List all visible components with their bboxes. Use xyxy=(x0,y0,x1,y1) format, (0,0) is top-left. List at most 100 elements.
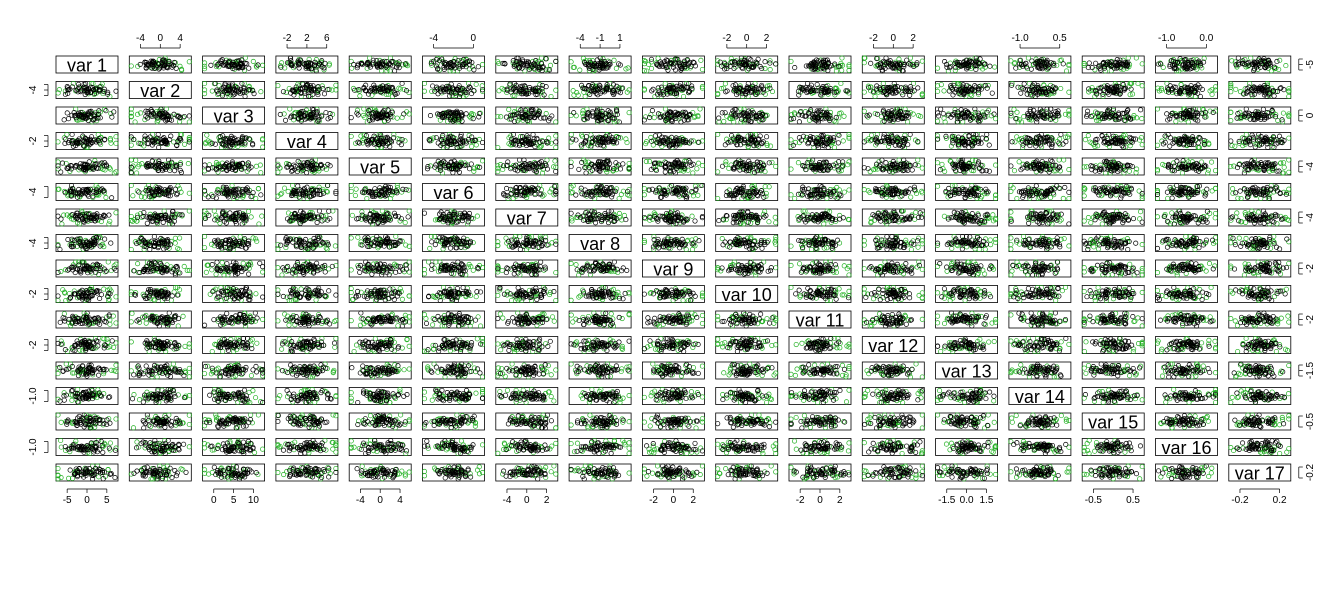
data-point-group-b xyxy=(861,60,867,66)
data-point-group-a xyxy=(943,61,950,67)
data-point-group-a xyxy=(803,63,809,69)
panel-3-5 xyxy=(348,106,412,125)
data-point-group-a xyxy=(968,59,974,65)
data-point-group-a xyxy=(396,59,402,65)
data-point-group-b xyxy=(982,64,988,70)
data-point-group-a xyxy=(218,58,224,64)
data-point-group-a xyxy=(539,67,545,73)
data-point-group-a xyxy=(954,59,960,65)
data-point-group-a xyxy=(811,61,817,67)
data-point-group-a xyxy=(442,59,448,66)
data-point-group-a xyxy=(719,63,725,69)
data-point-group-a xyxy=(236,65,242,71)
data-point-group-b xyxy=(613,65,619,71)
panel-2-17 xyxy=(1228,80,1292,100)
data-point-group-a xyxy=(836,63,842,70)
data-point-group-a xyxy=(977,56,983,62)
panel-3-17 xyxy=(1228,106,1292,125)
data-point-group-a xyxy=(948,64,954,70)
data-point-group-b xyxy=(1008,58,1014,64)
data-point-group-b xyxy=(202,60,208,66)
data-point-group-a xyxy=(972,63,979,69)
data-point-group-a xyxy=(679,65,685,72)
data-point-group-a xyxy=(607,59,613,65)
data-point-group-b xyxy=(833,68,839,74)
data-point-group-a xyxy=(143,60,149,66)
data-point-group-a xyxy=(965,64,971,70)
data-point-group-b xyxy=(348,58,354,64)
data-point-group-a xyxy=(818,66,824,72)
data-point-group-a xyxy=(475,64,481,70)
data-point-group-b xyxy=(644,68,650,74)
data-point-group-a xyxy=(584,62,590,68)
data-point-group-b xyxy=(186,59,192,65)
data-point-group-a xyxy=(219,58,225,64)
data-point-group-b xyxy=(839,55,845,61)
data-point-group-a xyxy=(722,66,728,72)
data-point-group-a xyxy=(300,60,306,66)
data-point-group-b xyxy=(128,63,134,69)
variable-label: var 1 xyxy=(67,56,107,76)
data-point-group-b xyxy=(387,55,394,61)
panel-4-2 xyxy=(128,131,192,151)
data-point-group-a xyxy=(982,61,988,67)
data-point-group-a xyxy=(874,55,880,62)
data-point-group-a xyxy=(879,68,885,74)
data-point-group-b xyxy=(839,67,845,73)
panel-1-15 xyxy=(1081,55,1145,74)
data-point-group-a xyxy=(683,61,689,67)
data-point-group-a xyxy=(546,67,553,73)
data-point-group-b xyxy=(1063,68,1070,74)
panel-4-14 xyxy=(1008,131,1072,151)
data-point-group-b xyxy=(896,67,903,74)
data-point-group-a xyxy=(163,61,169,67)
panel-4-12 xyxy=(861,131,925,151)
panel-4-9 xyxy=(642,132,705,150)
data-point-group-a xyxy=(681,58,688,64)
panel-3-10 xyxy=(715,106,779,125)
data-point-group-b xyxy=(326,62,332,68)
data-point-group-a xyxy=(686,60,692,67)
data-point-group-b xyxy=(378,68,385,74)
data-point-group-a xyxy=(731,65,737,71)
panel-2-10 xyxy=(715,80,779,100)
data-point-group-a xyxy=(724,66,730,72)
panel-3-13 xyxy=(935,106,999,125)
panel-1-6 xyxy=(422,55,486,74)
data-point-group-a xyxy=(1045,65,1051,71)
panel-3-8 xyxy=(568,106,632,125)
data-point-group-a xyxy=(961,62,967,68)
data-point-group-b xyxy=(952,67,958,73)
panel-2-15 xyxy=(1081,80,1145,100)
panel-1-9 xyxy=(641,55,705,74)
panel-3-2 xyxy=(128,106,192,125)
data-point-group-a xyxy=(914,61,920,67)
data-point-group-b xyxy=(625,65,631,71)
data-point-group-a xyxy=(500,60,506,66)
data-point-group-a xyxy=(512,62,518,68)
data-point-group-a xyxy=(239,57,245,63)
panel-1-13 xyxy=(935,55,998,74)
panel-3-6 xyxy=(422,106,485,125)
data-point-group-a xyxy=(159,62,166,68)
data-point-group-a xyxy=(377,63,383,69)
variable-label: var 4 xyxy=(287,132,327,152)
data-point-group-b xyxy=(1025,55,1031,61)
data-point-group-b xyxy=(429,62,435,68)
data-point-group-a xyxy=(446,60,452,67)
data-point-group-a xyxy=(365,60,371,66)
data-point-group-a xyxy=(514,55,520,61)
data-point-group-a xyxy=(354,65,360,71)
data-point-group-a xyxy=(762,59,768,65)
data-point-group-a xyxy=(208,62,214,68)
data-point-group-a xyxy=(137,61,143,67)
data-point-group-a xyxy=(1028,66,1034,72)
data-point-group-a xyxy=(471,67,477,73)
data-point-group-b xyxy=(1011,60,1017,67)
data-point-group-a xyxy=(750,64,756,70)
panel-1-7 xyxy=(495,55,559,74)
data-point-group-b xyxy=(641,68,647,74)
panel-1-11 xyxy=(788,55,852,74)
data-point-group-a xyxy=(304,61,310,67)
data-point-group-a xyxy=(308,66,314,72)
